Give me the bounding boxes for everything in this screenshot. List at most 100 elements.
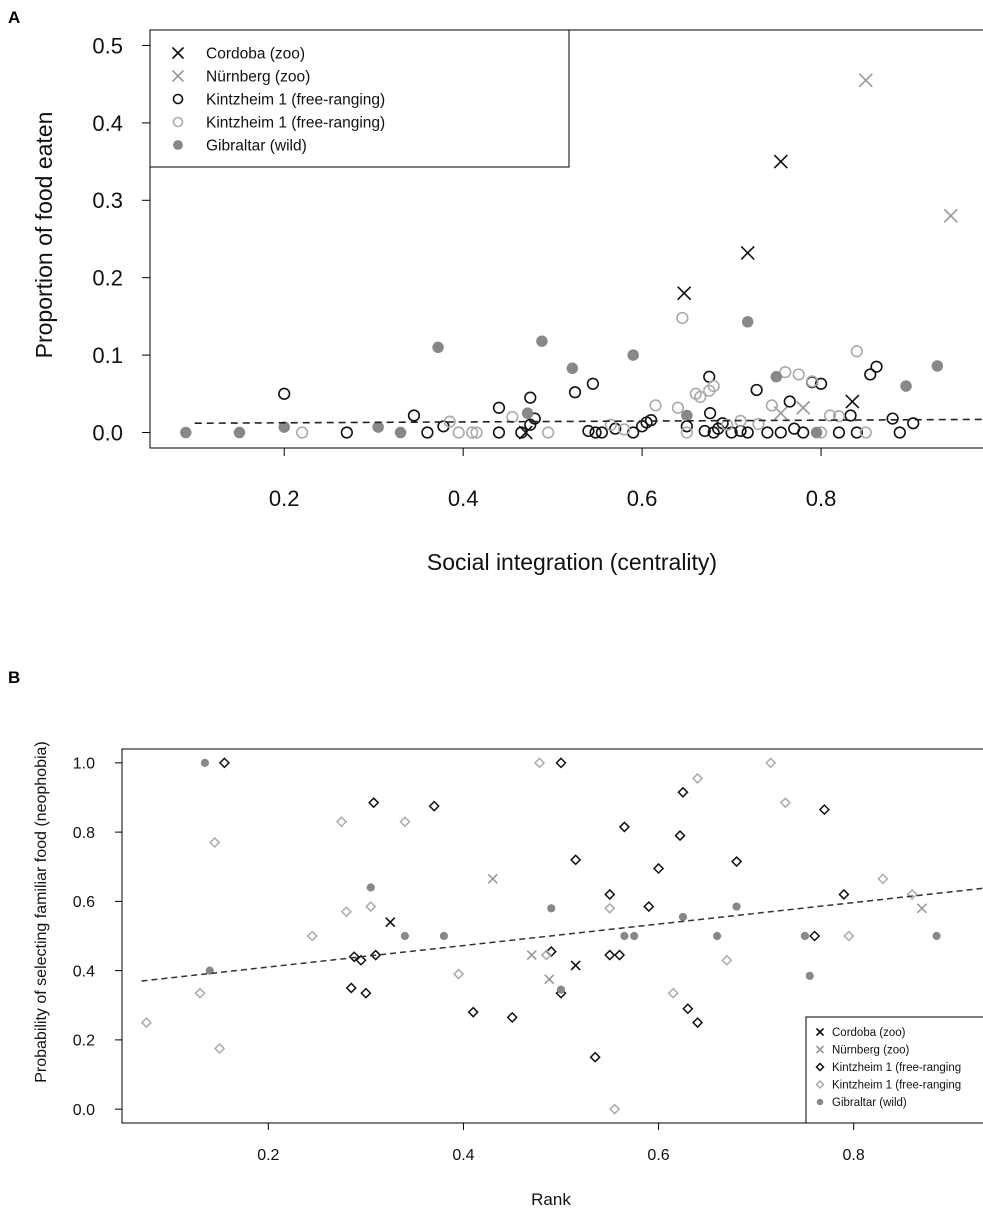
panel-a-data-point <box>644 414 658 427</box>
panel-a-y-tick-label: 0.4 <box>92 111 123 136</box>
panel-b-series-4-gibraltar-wild <box>200 758 941 994</box>
panel-a-data-point <box>694 390 707 404</box>
panel-a-data-point <box>773 154 788 169</box>
panel-b-data-point <box>218 757 230 769</box>
panel-b-legend-marker <box>815 1045 825 1054</box>
panel-a-data-point <box>589 426 602 439</box>
panel-b-series-1-n-rnberg-zoo <box>487 873 928 985</box>
panel-b-data-point <box>348 951 360 963</box>
panel-b-data-point <box>906 888 918 901</box>
panel-a-x-tick-label: 0.2 <box>269 486 300 511</box>
panel-b-y-tick-label: 0.8 <box>73 825 95 842</box>
panel-a-data-point <box>680 426 693 439</box>
panel-b-trend-line <box>141 887 983 982</box>
panel-a-data-point <box>506 410 519 424</box>
panel-a-data-point <box>893 426 906 439</box>
panel-a-data-point <box>850 426 863 439</box>
panel-a-data-point <box>741 426 754 439</box>
panel-b-data-point <box>467 1006 479 1018</box>
panel-b-x-axis-title: Rank <box>531 1190 571 1209</box>
panel-b-data-point <box>877 873 889 885</box>
panel-a-data-point <box>233 426 246 439</box>
panel-b-data-point <box>692 772 704 784</box>
panel-b-data-point <box>140 1017 152 1029</box>
panel-b-legend-box <box>805 1016 983 1124</box>
panel-b-y-tick-label: 1.0 <box>73 756 95 773</box>
panel-b-x-tick-label: 0.8 <box>843 1147 865 1164</box>
panel-a-data-point <box>470 426 483 439</box>
panel-b-legend-marker <box>815 1079 825 1090</box>
panel-b-chart: 0.2 0.4 0.6 0.8 0.0 0.2 0.4 0.6 0.8 1.0 Cordoba … <box>33 741 983 1209</box>
panel-b-data-point <box>570 960 581 971</box>
panel-a-legend-box <box>149 29 570 168</box>
panel-a-data-point <box>676 311 689 325</box>
panel-a-x-tick-label: 0.8 <box>806 486 837 511</box>
panel-b-letter: B <box>8 668 20 687</box>
panel-a-data-point <box>566 362 579 375</box>
panel-a-data-point <box>792 368 805 381</box>
panel-a-data-point <box>774 426 787 439</box>
panel-a-data-point <box>810 426 823 439</box>
panel-b-data-point <box>618 821 630 833</box>
panel-b-data-point <box>843 930 855 942</box>
panel-b-data-point <box>306 930 318 942</box>
panel-a-legend-marker <box>173 140 183 150</box>
panel-b-legend-label: Kintzheim 1 (free-ranging <box>832 1062 961 1074</box>
panel-b-data-point <box>589 1051 601 1063</box>
panel-a-series-0-cordoba-zoo <box>518 154 860 440</box>
panel-a-data-point <box>536 335 548 347</box>
panel-a-data-point <box>797 426 810 439</box>
panel-b-data-point <box>678 912 688 922</box>
panel-b-data-point <box>428 800 440 812</box>
panel-a-points <box>180 73 958 440</box>
panel-b-data-point <box>370 949 382 961</box>
panel-b-data-point <box>368 797 380 809</box>
panel-a-legend-marker <box>171 69 185 83</box>
panel-a-y-tick-label: 0.0 <box>92 420 123 445</box>
panel-b-data-point <box>335 816 348 828</box>
panel-b-x-tick-label: 0.4 <box>452 1147 474 1164</box>
panel-a-data-point <box>582 424 595 438</box>
panel-a-data-point <box>421 426 434 439</box>
panel-a-data-point <box>627 349 639 361</box>
panel-a-x-tick-label: 0.4 <box>448 486 479 511</box>
panel-b-data-point <box>556 985 566 994</box>
panel-a-data-point <box>407 409 421 422</box>
panel-a-series-2-kintzheim-1-free-ranging <box>278 360 920 439</box>
panel-a-data-point <box>524 391 537 404</box>
panel-a-data-point <box>832 410 846 423</box>
panel-a-data-point <box>832 426 846 439</box>
panel-a-data-point <box>340 426 353 439</box>
panel-b-legend-label: Kintzheim 1 (free-ranging <box>832 1080 961 1092</box>
panel-b-data-point <box>932 931 941 941</box>
panel-b-data-point <box>570 854 582 866</box>
panel-a-legend-label: Cordoba (zoo) <box>206 46 305 63</box>
panel-b-series-2-kintzheim-1-free-ranging <box>218 757 850 1063</box>
panel-a-legend-label: Gibraltar (wild) <box>206 138 307 155</box>
panel-a-data-point <box>618 423 631 436</box>
panel-b-data-point <box>533 757 546 769</box>
panel-a-x-axis-title: Social integration (centrality) <box>427 549 717 575</box>
panel-a-data-point <box>844 409 857 422</box>
panel-a-y-axis-title: Proportion of food eaten <box>31 112 57 359</box>
panel-a-data-point <box>677 286 692 301</box>
panel-b-data-point <box>340 906 352 918</box>
panel-b-plot-frame <box>121 748 983 1124</box>
panel-b-data-point <box>345 982 357 994</box>
panel-a-data-point <box>295 426 309 439</box>
panel-a-data-point <box>681 409 693 422</box>
panel-b-data-point <box>506 1011 518 1023</box>
panel-a-data-point <box>783 395 796 408</box>
panel-a-legend-marker <box>171 46 185 60</box>
panel-a-data-point <box>740 245 755 260</box>
panel-a-data-point <box>805 375 819 388</box>
panel-b-x-axis: 0.2 0.4 0.6 0.8 <box>257 1123 865 1164</box>
panel-b-x-tick-label: 0.2 <box>257 1147 279 1164</box>
panel-b-legend: Cordoba (zoo) Nürnberg (zoo) Kintzheim 1 (… <box>805 1016 983 1124</box>
panel-b-data-point <box>604 949 616 961</box>
panel-b-data-point <box>544 974 555 985</box>
panel-a-data-point <box>649 399 662 412</box>
panel-a-data-point <box>707 379 720 393</box>
panel-b-data-point <box>838 888 850 901</box>
